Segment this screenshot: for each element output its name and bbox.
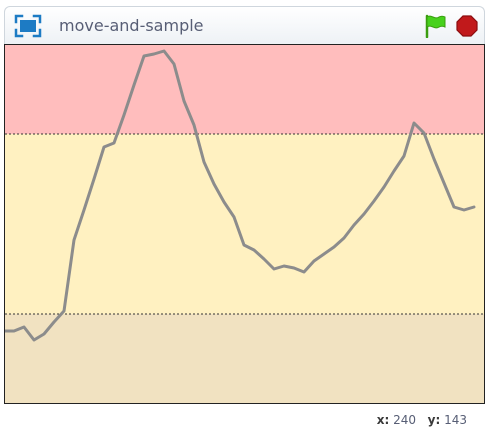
green-flag-icon xyxy=(425,14,446,39)
zone-low xyxy=(5,314,484,403)
x-label: x: xyxy=(376,413,390,427)
green-flag-button[interactable] xyxy=(423,14,447,39)
y-value: 143 xyxy=(444,413,467,427)
stage-canvas[interactable] xyxy=(4,44,485,404)
project-title: move-and-sample xyxy=(59,16,204,35)
zone-high xyxy=(5,45,484,134)
x-value: 240 xyxy=(393,413,416,427)
stop-sign-icon xyxy=(456,15,478,37)
stop-button[interactable] xyxy=(456,15,478,37)
zone-middle xyxy=(5,134,484,314)
mouse-coordinates: x: 240 y: 143 xyxy=(377,413,467,427)
pen-trace-line xyxy=(5,49,476,342)
stage-player: move-and-sample x: 240 y: 143 xyxy=(4,6,485,427)
fullscreen-button[interactable] xyxy=(14,14,42,38)
y-label: y: xyxy=(427,413,441,427)
title-bar: move-and-sample xyxy=(4,6,485,45)
fullscreen-icon xyxy=(14,14,42,38)
stage-drawing xyxy=(5,45,484,403)
